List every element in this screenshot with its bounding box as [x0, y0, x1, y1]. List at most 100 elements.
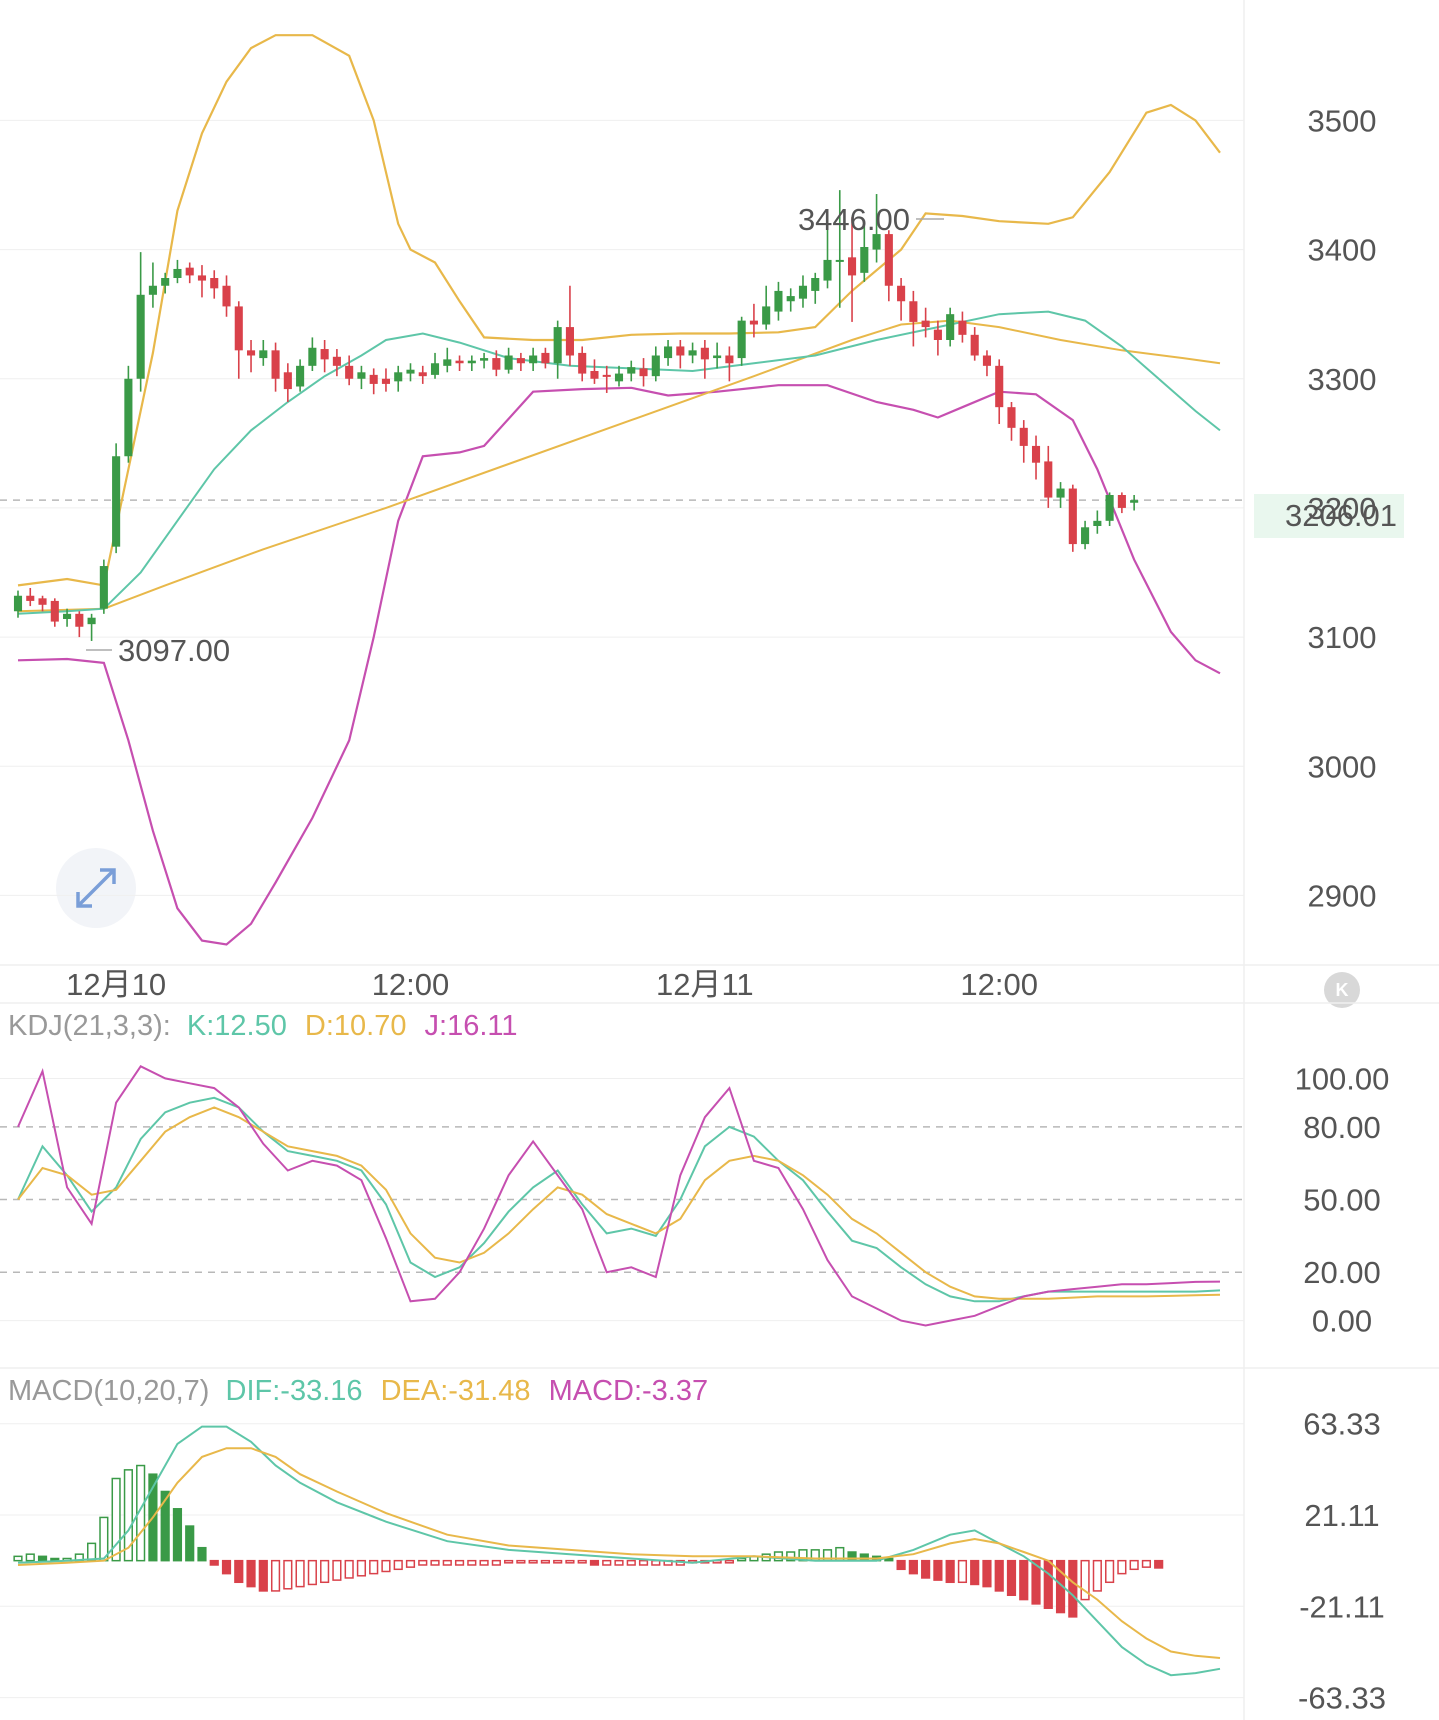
candle	[50, 598, 59, 627]
macd-bar	[577, 1559, 587, 1564]
candle-body	[749, 320, 758, 325]
macd-bar	[1019, 1559, 1029, 1601]
candle-body	[185, 267, 194, 276]
candle	[1117, 492, 1126, 514]
candle-body	[553, 327, 562, 364]
macd-bar	[504, 1559, 514, 1564]
candle	[443, 347, 452, 373]
candle-body	[1031, 445, 1041, 463]
axis-layer: 3500 3400 3300 3200 3100 3000 2900 12月10 12:00 12…	[66, 103, 1389, 1715]
ma-long-line	[17, 319, 1221, 613]
macd-bar	[908, 1559, 918, 1575]
candle	[823, 213, 832, 289]
candle	[283, 363, 292, 402]
candle-body	[345, 365, 354, 379]
macd-bar	[111, 1477, 121, 1562]
price-tick-label: 3500	[1308, 103, 1377, 138]
candle	[995, 359, 1004, 424]
candle-body	[970, 334, 979, 356]
candle-body	[798, 285, 808, 299]
candle-body	[406, 369, 415, 374]
candle-body	[197, 275, 207, 281]
expand-icon[interactable]	[76, 868, 116, 908]
candle-body	[332, 356, 341, 366]
macd-header: MACD(10,20,7) DIF:-33.16 DEA:-31.48 MACD…	[8, 1375, 708, 1407]
candle	[1093, 510, 1102, 534]
candle	[553, 320, 562, 379]
macd-bar	[884, 1557, 894, 1562]
candle-body	[112, 456, 121, 547]
macd-bar	[369, 1559, 379, 1575]
macd-bar	[614, 1559, 624, 1566]
current-price-label: 3206.01	[1285, 498, 1397, 533]
candle-body	[516, 358, 525, 364]
macd-bar	[1129, 1559, 1139, 1571]
candle	[148, 262, 157, 308]
macd-bar	[945, 1559, 955, 1584]
ma-mid-line	[17, 310, 1221, 615]
price-tick-label: 2900	[1308, 878, 1377, 913]
macd-bar	[430, 1559, 440, 1566]
macd-bar	[197, 1546, 207, 1562]
candle-body	[651, 355, 660, 377]
candle-body	[921, 320, 930, 328]
macd-bar	[859, 1553, 869, 1562]
candle-body	[578, 352, 587, 374]
macd-bar	[982, 1559, 992, 1588]
candle-body	[995, 365, 1004, 408]
candle-body	[909, 301, 918, 322]
candle	[480, 352, 489, 369]
macd-bar	[320, 1559, 330, 1584]
macd-bar	[13, 1555, 23, 1562]
candle-body	[1130, 500, 1139, 503]
candle-body	[958, 320, 967, 335]
candle	[210, 270, 219, 299]
candle-body	[271, 350, 280, 379]
macd-dea-value: DEA:-31.48	[381, 1375, 531, 1407]
candle-body	[700, 347, 709, 360]
macd-dif-line	[17, 1425, 1221, 1677]
kdj-j-value: J:16.11	[425, 1010, 518, 1042]
candle	[63, 608, 72, 627]
macd-bar	[344, 1559, 354, 1579]
candle	[308, 337, 317, 371]
candle	[565, 285, 574, 366]
candle	[897, 278, 906, 321]
price-tick-label: 3000	[1308, 749, 1377, 784]
candle-body	[99, 566, 108, 609]
candle-body	[308, 347, 317, 366]
candle-body	[847, 257, 857, 276]
candle	[1019, 420, 1028, 463]
candle	[112, 443, 121, 554]
kdj-tick-label: 20.00	[1303, 1255, 1381, 1290]
candle-body	[688, 350, 697, 356]
candle	[872, 194, 881, 263]
time-tick-label: 12:00	[960, 967, 1038, 1002]
candle	[381, 368, 391, 392]
candle-body	[835, 259, 844, 262]
macd-bar	[1105, 1559, 1115, 1584]
candle-body	[26, 595, 35, 601]
macd-bar	[1080, 1559, 1090, 1601]
candle	[516, 352, 525, 371]
kdj-d-value: D:10.70	[305, 1010, 407, 1042]
time-tick-label: 12:00	[372, 967, 450, 1002]
kdj-tick-label: 100.00	[1295, 1061, 1390, 1096]
candle	[578, 346, 587, 382]
kdj-name: KDJ(21,3,3):	[8, 1010, 171, 1042]
macd-bar	[516, 1559, 526, 1564]
macd-bar	[957, 1559, 968, 1584]
macd-bar	[136, 1464, 146, 1562]
candle	[970, 327, 979, 361]
k-button[interactable]: K	[1324, 972, 1360, 1008]
candle	[1130, 495, 1139, 511]
candle-body	[161, 278, 170, 286]
candle-body	[87, 617, 96, 625]
candlestick-panel	[0, 34, 1244, 946]
candle	[345, 355, 354, 386]
candle	[700, 340, 709, 379]
candle-body	[614, 373, 624, 382]
candle-body	[884, 234, 893, 286]
candle	[749, 303, 758, 338]
